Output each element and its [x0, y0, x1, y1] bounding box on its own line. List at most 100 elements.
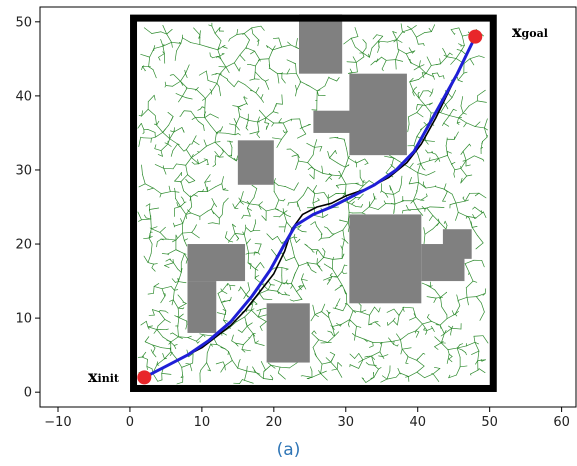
- tree-edge: [278, 121, 284, 124]
- tree-edge: [471, 350, 480, 355]
- tree-edge: [283, 212, 287, 223]
- tree-edge: [289, 236, 295, 239]
- tree-edge: [224, 360, 233, 367]
- tree-edge: [301, 278, 308, 281]
- tree-edge: [419, 128, 423, 131]
- tree-edge: [185, 324, 188, 330]
- tree-edge: [297, 228, 303, 232]
- tree-edge: [310, 221, 316, 226]
- tree-edge: [173, 130, 175, 133]
- obstacle: [349, 73, 407, 156]
- tree-edge: [185, 214, 187, 219]
- tree-edge: [440, 333, 445, 337]
- tree-edge: [362, 180, 370, 187]
- tree-edge: [351, 201, 355, 205]
- tree-edge: [422, 321, 432, 325]
- tree-edge: [279, 366, 290, 369]
- tree-edge: [454, 168, 462, 171]
- tree-edge: [416, 104, 418, 108]
- tree-edge: [297, 154, 300, 159]
- tree-edge: [298, 262, 309, 267]
- tree-edge: [237, 133, 241, 136]
- tree-edge: [312, 202, 315, 208]
- tree-edge: [214, 141, 223, 150]
- tree-edge: [336, 362, 339, 370]
- tree-edge: [187, 337, 197, 342]
- tree-edge: [174, 50, 177, 61]
- tree-edge: [255, 275, 260, 278]
- tree-edge: [418, 90, 424, 99]
- tree-edge: [473, 335, 484, 337]
- tree-edge: [141, 66, 143, 70]
- tree-edge: [228, 351, 233, 361]
- tree-edge: [176, 316, 180, 318]
- tree-edge: [343, 289, 346, 295]
- tree-edge: [368, 364, 375, 366]
- tree-edge: [412, 191, 418, 202]
- tree-edge: [263, 369, 266, 372]
- tree-edge: [372, 34, 378, 40]
- tree-edge: [377, 47, 380, 53]
- tree-edge: [142, 66, 146, 71]
- tree-edge: [352, 56, 357, 63]
- tree-edge: [397, 368, 401, 374]
- tree-edge: [464, 263, 470, 273]
- tree-edge: [330, 361, 338, 370]
- tree-edge: [200, 362, 208, 371]
- tree-edge: [471, 222, 473, 228]
- tree-edge: [191, 157, 200, 165]
- tree-edge: [153, 286, 155, 294]
- tree-edge: [180, 37, 183, 44]
- tree-edge: [178, 272, 182, 282]
- tree-edge: [224, 348, 229, 352]
- tree-edge: [295, 90, 298, 97]
- tree-edge: [445, 138, 448, 147]
- tree-edge: [189, 196, 191, 201]
- tree-edge: [298, 286, 302, 291]
- tree-edge: [351, 203, 357, 207]
- tree-edge: [325, 357, 332, 363]
- tree-edge: [173, 345, 177, 350]
- tree-edge: [319, 311, 322, 313]
- tree-edge: [285, 268, 289, 271]
- tree-edge: [164, 265, 170, 268]
- tree-edge: [448, 325, 453, 329]
- tree-edge: [385, 165, 393, 174]
- tree-edge: [186, 87, 197, 90]
- tree-edge: [431, 88, 434, 94]
- tree-edge: [287, 202, 289, 206]
- tree-edge: [392, 31, 397, 34]
- tree-edge: [206, 159, 209, 166]
- tree-edge: [381, 59, 387, 70]
- tree-edge: [428, 102, 433, 106]
- tree-edge: [283, 212, 287, 216]
- tree-edge: [193, 140, 200, 146]
- tree-edge: [456, 122, 460, 125]
- tree-edge: [281, 44, 292, 48]
- tree-edge: [245, 322, 248, 327]
- tree-edge: [214, 141, 221, 143]
- obstacle: [299, 14, 343, 74]
- tree-edge: [400, 23, 403, 33]
- tree-edge: [175, 198, 181, 207]
- tree-edge: [311, 330, 315, 334]
- tree-edge: [465, 341, 476, 347]
- tree-edge: [420, 163, 424, 169]
- tree-edge: [160, 191, 171, 194]
- tree-edge: [232, 223, 236, 228]
- tree-edge: [160, 143, 169, 151]
- tree-edge: [251, 184, 258, 189]
- tree-edge: [443, 188, 448, 193]
- tree-edge: [321, 165, 324, 174]
- tree-edge: [309, 174, 315, 180]
- tree-edge: [379, 342, 383, 345]
- tree-edge: [472, 280, 478, 283]
- tree-edge: [177, 143, 185, 152]
- tree-edge: [268, 49, 274, 60]
- tree-edge: [157, 379, 163, 382]
- tree-edge: [440, 56, 448, 65]
- tree-edge: [159, 310, 166, 312]
- tree-edge: [152, 372, 159, 382]
- tree-edge: [221, 148, 229, 157]
- tree-edge: [439, 318, 448, 326]
